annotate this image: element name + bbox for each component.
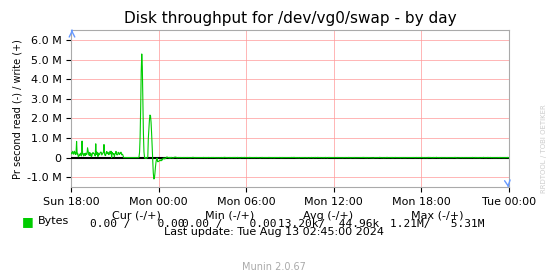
Text: Bytes: Bytes — [38, 216, 69, 226]
Text: Cur (-/+): Cur (-/+) — [112, 211, 161, 221]
Text: Last update: Tue Aug 13 02:45:00 2024: Last update: Tue Aug 13 02:45:00 2024 — [164, 227, 383, 237]
Text: Min (-/+): Min (-/+) — [205, 211, 254, 221]
Text: Munin 2.0.67: Munin 2.0.67 — [242, 262, 305, 272]
Y-axis label: Pr second read (-) / write (+): Pr second read (-) / write (+) — [13, 39, 22, 178]
Text: 0.00 /    0.00: 0.00 / 0.00 — [183, 219, 277, 229]
Text: 13.20k/  44.96k: 13.20k/ 44.96k — [277, 219, 379, 229]
Text: Max (-/+): Max (-/+) — [411, 211, 464, 221]
Text: RRDTOOL / TOBI OETIKER: RRDTOOL / TOBI OETIKER — [542, 104, 547, 193]
Text: Avg (-/+): Avg (-/+) — [303, 211, 353, 221]
Title: Disk throughput for /dev/vg0/swap - by day: Disk throughput for /dev/vg0/swap - by d… — [124, 11, 456, 26]
Text: 0.00 /    0.00: 0.00 / 0.00 — [90, 219, 184, 229]
Text: ■: ■ — [22, 215, 33, 228]
Text: 1.21M/   5.31M: 1.21M/ 5.31M — [391, 219, 485, 229]
